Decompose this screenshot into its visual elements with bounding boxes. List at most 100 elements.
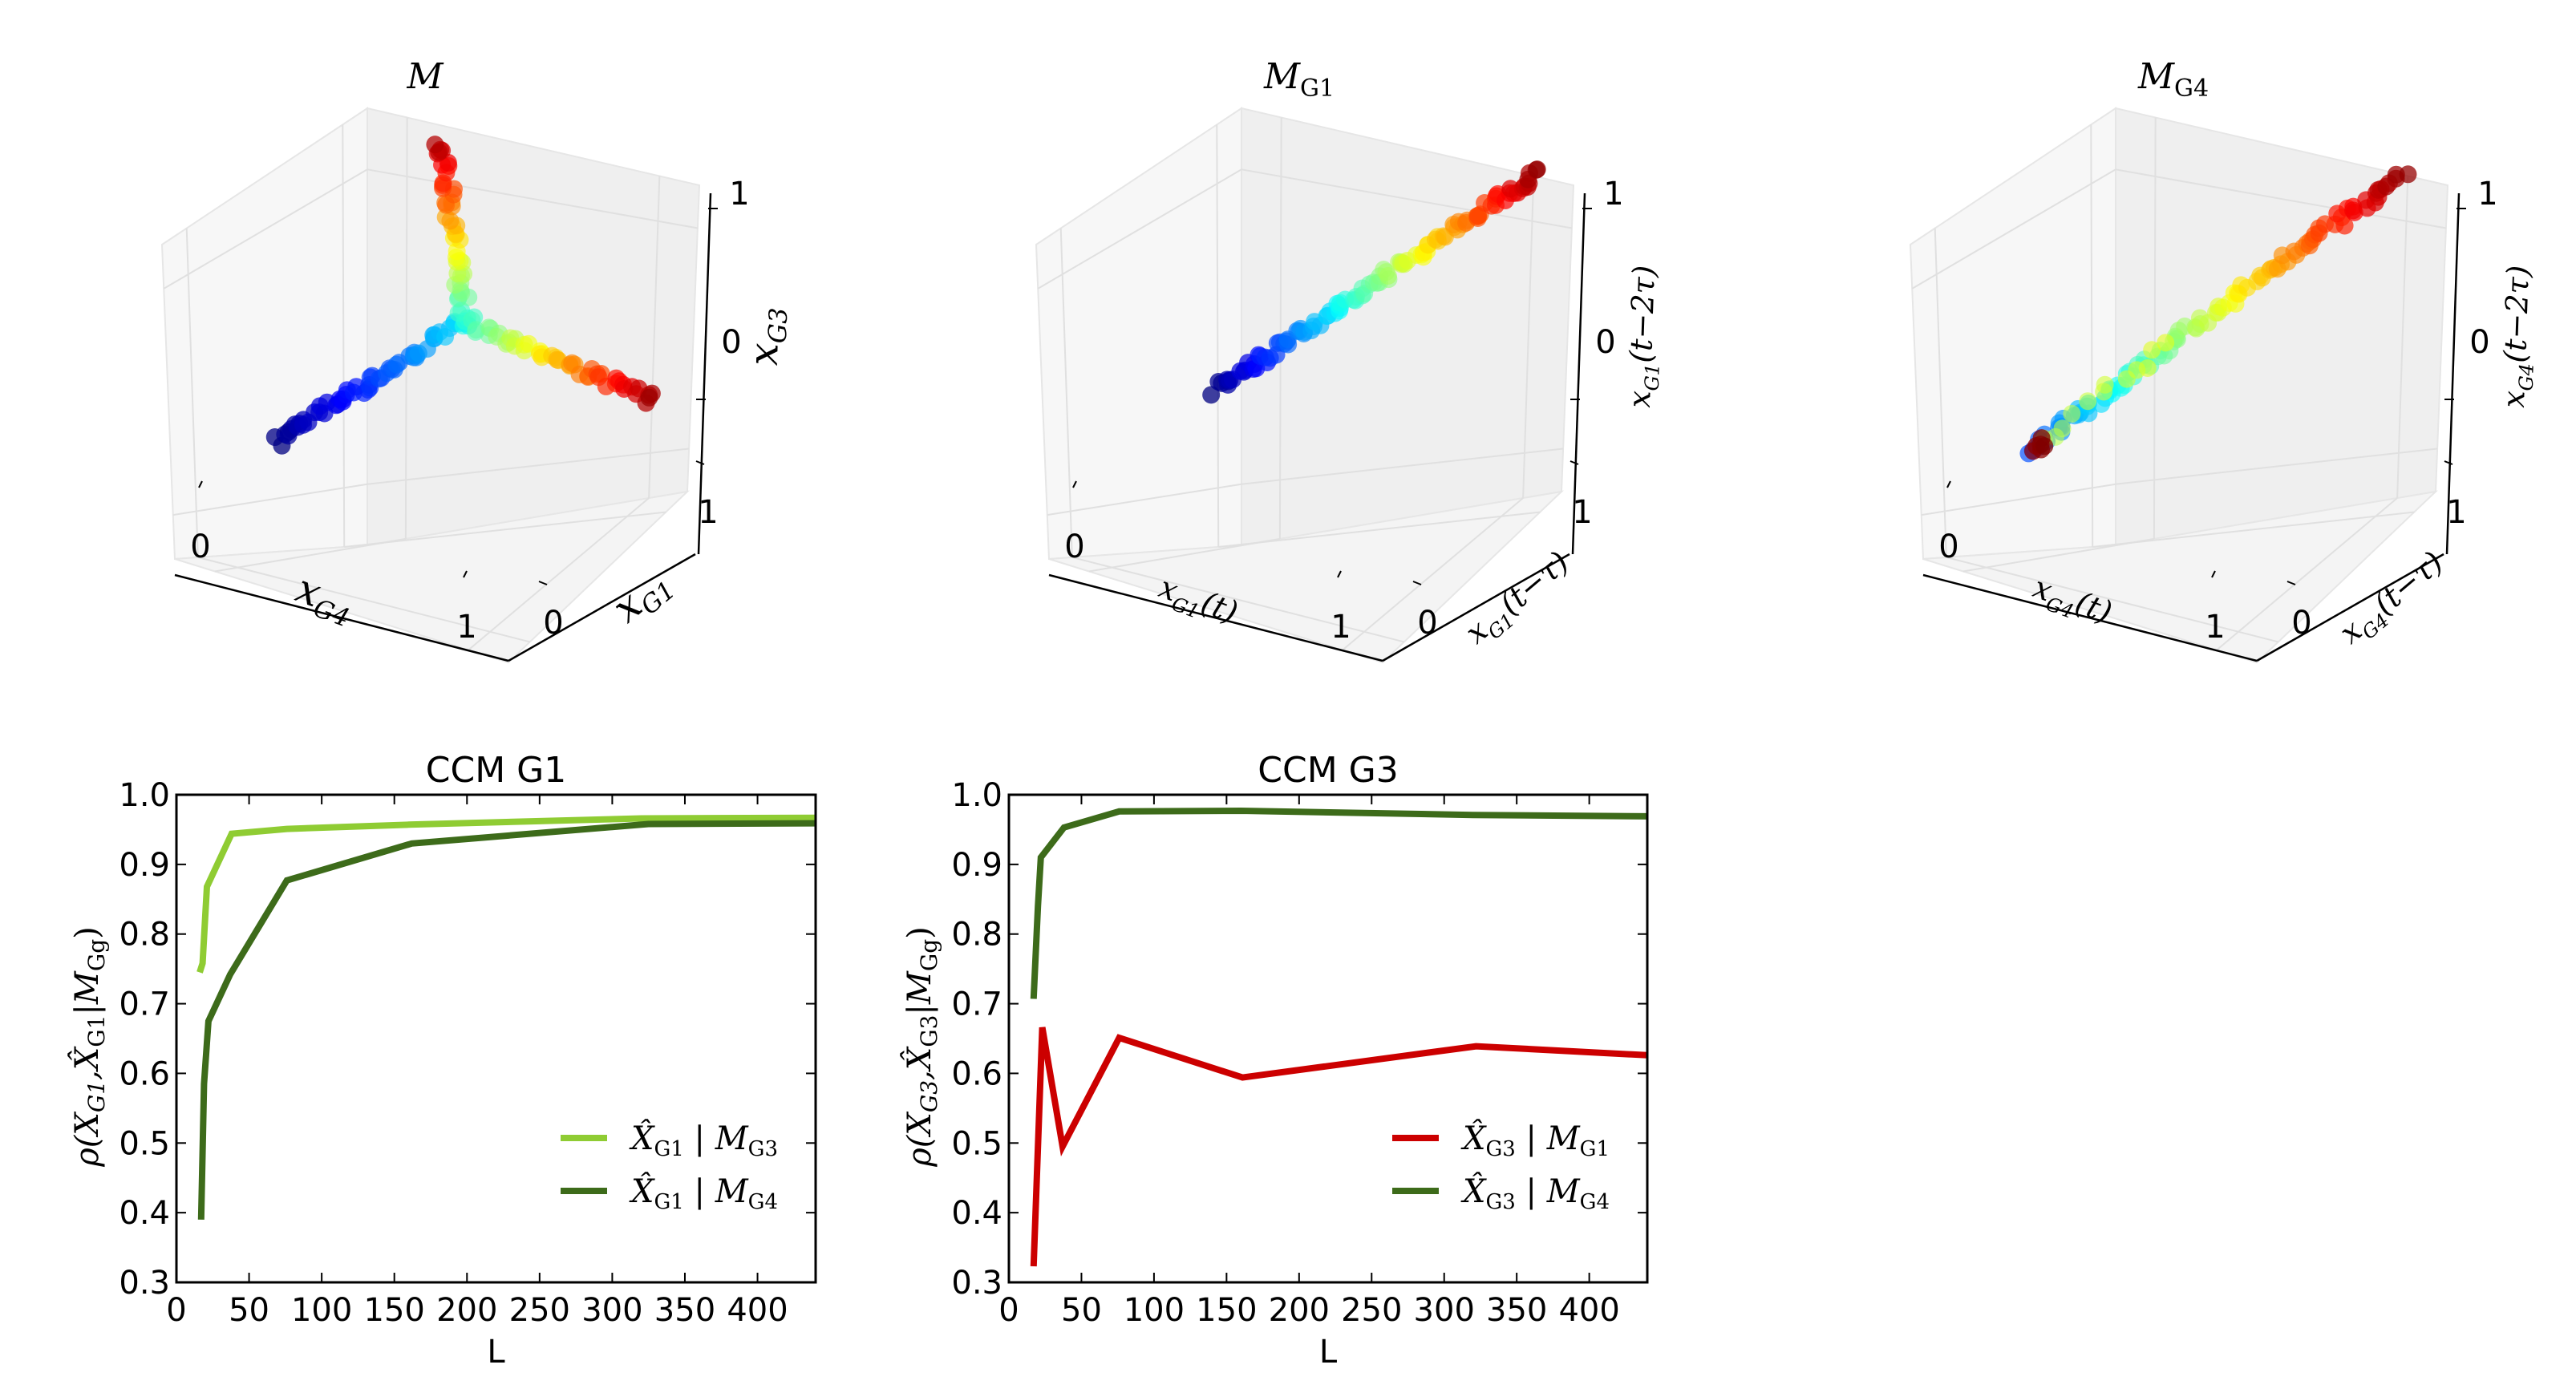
y-tick-mark [2444, 460, 2453, 465]
panel-title: M [406, 56, 444, 97]
legend-item: X̂G3 | MG1 [1392, 1120, 1610, 1161]
x-tick-label: 300 [1414, 1292, 1475, 1329]
y-tick-label: 0.4 [951, 1195, 1002, 1232]
series-line-1 [196, 814, 816, 974]
grid-line [1059, 228, 1073, 557]
grid-line [1911, 168, 2116, 290]
floor-pane [1048, 490, 1565, 664]
y-axis-line [1382, 553, 1570, 662]
legend-a-sub: G3 [1485, 1137, 1515, 1161]
grid-line [648, 176, 661, 499]
ylabel-b-sub: G1 [83, 1015, 110, 1047]
z-axis-label: xG1(t−2τ) [1622, 265, 1667, 409]
scatter-point [2079, 392, 2097, 411]
x-tick-label: 0 [1938, 528, 1958, 565]
x-axis-label: L [1319, 1334, 1338, 1371]
scatter-point [2138, 359, 2157, 378]
grid-line [2396, 176, 2409, 499]
grid-line [1241, 447, 1564, 485]
z-tick-label: 1 [2477, 176, 2497, 213]
legend-label: X̂G1 | MG4 [629, 1173, 778, 1214]
grid-line [2216, 497, 2398, 651]
y-tick-mark [1569, 460, 1579, 465]
x-axis-line [174, 573, 509, 662]
panel-title-sub: G1 [1300, 75, 1335, 103]
y-tick-label: 0.8 [951, 917, 1002, 954]
x-tick-mark [1337, 570, 1342, 578]
y-tick-label: 0.5 [119, 1125, 170, 1162]
legend-b-sub: G1 [1580, 1137, 1610, 1161]
x-tick-label: 200 [436, 1292, 497, 1329]
ylabel-c: M [901, 970, 938, 1005]
y-tick-label: 1 [2446, 494, 2466, 531]
grid-line [185, 228, 199, 557]
ylabel-rho: ρ( [69, 1134, 106, 1168]
legend-bar: | [1516, 1173, 1547, 1210]
grid-line [1241, 168, 1573, 229]
ylabel-bar: | [69, 1004, 106, 1014]
grid-line [2115, 168, 2447, 229]
ylabel-a-sub: G3 [916, 1080, 942, 1112]
x-tick-label: 1 [456, 609, 476, 646]
scatter-point [2063, 404, 2081, 423]
panel-title-main: M [2137, 56, 2175, 97]
scatter-point [1379, 266, 1397, 285]
scatter-point [2344, 201, 2363, 220]
z-axis-label-suffix: (t−2τ) [1623, 265, 1662, 363]
grid-line [1278, 117, 1282, 539]
grid-line [468, 497, 650, 651]
ylabel-b-sub: G3 [916, 1015, 942, 1047]
ccm-g1-chart: 0 50 100 150 200 250 300 350 400 0.3 0.4 0.5 0.6 0.7 0… [69, 750, 817, 1371]
x-axis-label: L [487, 1334, 505, 1371]
ylabel-rho: ρ( [901, 1134, 938, 1168]
legend-a: X̂ [629, 1120, 655, 1157]
legend-b-sub: G3 [748, 1137, 778, 1161]
y-tick-mark [695, 460, 705, 465]
y-tick-label: 0.3 [951, 1265, 1002, 1302]
legend-bar: | [684, 1120, 715, 1157]
legend-label: X̂G3 | MG1 [1460, 1120, 1610, 1161]
x-tick-label: 0 [190, 528, 210, 565]
x-tick-mark [463, 570, 468, 578]
scatter-point [441, 212, 460, 230]
grid-line [1218, 511, 1541, 549]
y-tick-label: 1.0 [951, 777, 1002, 814]
x-tick-mark [2211, 570, 2216, 578]
y-tick-label: 1.0 [119, 777, 170, 814]
x-tick-label: 150 [1196, 1292, 1257, 1329]
left-pane [160, 107, 368, 561]
grid-line [404, 117, 408, 539]
ylabel-comma: , [901, 1070, 938, 1080]
x-tick-mark [198, 480, 203, 488]
series-line-2 [197, 820, 816, 1220]
scatter-point [2399, 165, 2417, 184]
y-tick-label: 0.7 [119, 986, 170, 1023]
grid-line [172, 483, 368, 516]
legend-a: X̂ [629, 1173, 655, 1210]
floor-pane [174, 490, 691, 664]
z-tick-label: 1 [729, 176, 749, 213]
series-line-2 [1030, 807, 1648, 999]
panel-title-main: M [406, 56, 444, 97]
legend-a: X̂ [1460, 1120, 1487, 1157]
y-tick-label: 0 [1417, 605, 1437, 642]
ylabel-c-sub: Gg [916, 939, 942, 971]
y-axis-label-suffix: (t−τ) [2367, 545, 2449, 622]
x-tick-label: 0 [1064, 528, 1084, 565]
x-tick-label: 1 [2205, 609, 2225, 646]
y-tick-label: 0.6 [951, 1055, 1002, 1092]
z-tick-label: 0 [721, 324, 741, 361]
x-tick-label: 0 [998, 1292, 1019, 1329]
legend-a-sub: G3 [1485, 1190, 1515, 1214]
left-pane [1909, 107, 2116, 561]
y-tick-mark [2286, 581, 2296, 585]
y-tick-label: 0 [2291, 605, 2311, 642]
z-tick-label: 1 [1603, 176, 1623, 213]
x-tick-label: 400 [1558, 1292, 1619, 1329]
grid-line [1071, 556, 1405, 643]
y-tick-label: 1 [698, 494, 718, 531]
z-axis-label-sub: G1 [1641, 363, 1664, 391]
axes-frame [175, 793, 817, 1284]
